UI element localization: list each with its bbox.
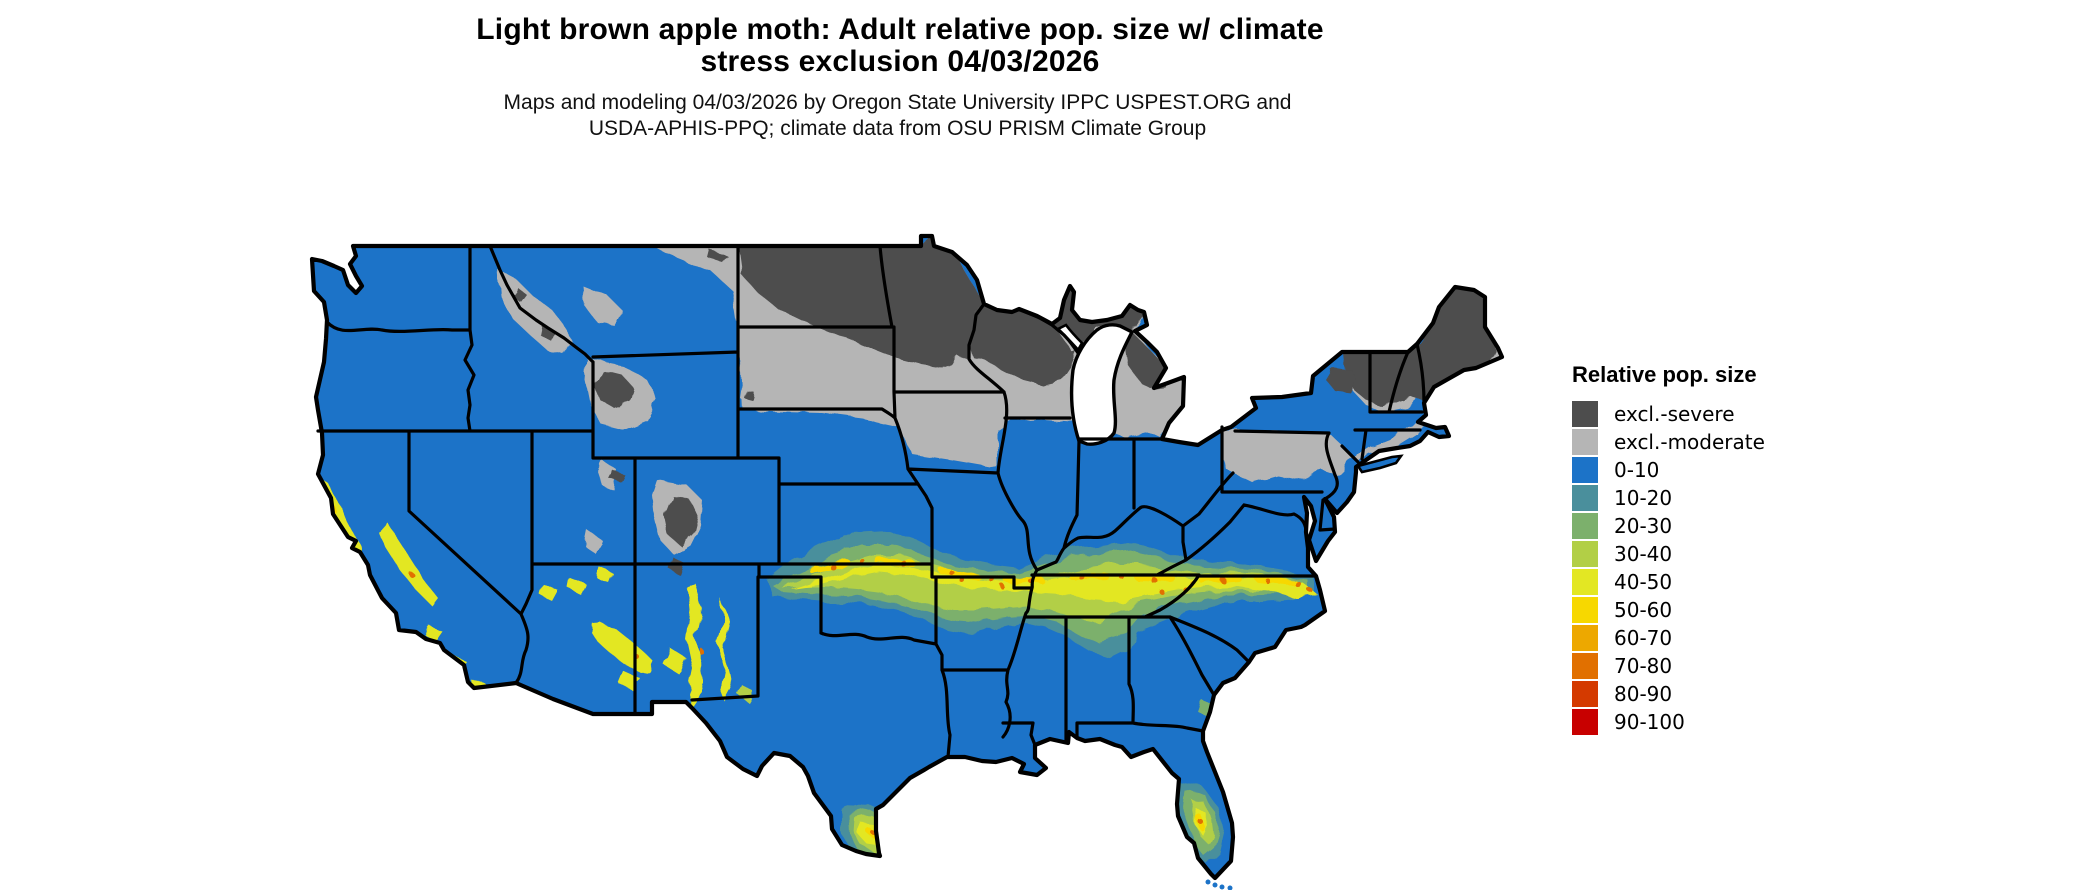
lake-michigan xyxy=(1069,323,1135,446)
legend-row: 60-70 xyxy=(1572,624,1872,652)
legend-row: 80-90 xyxy=(1572,680,1872,708)
florida-keys xyxy=(1205,879,1233,891)
legend-swatch-40-50 xyxy=(1572,569,1598,595)
legend-row: 50-60 xyxy=(1572,596,1872,624)
legend-label: 30-40 xyxy=(1614,542,1673,566)
legend-swatch-70-80 xyxy=(1572,653,1598,679)
legend-label: 60-70 xyxy=(1614,626,1673,650)
map-subtitle-line2: USDA-APHIS-PPQ; climate data from OSU PR… xyxy=(588,117,1207,140)
legend-label: excl.-severe xyxy=(1614,402,1735,426)
legend: Relative pop. size excl.-severe excl.-mo… xyxy=(1572,362,1872,736)
legend-swatch-0-10 xyxy=(1572,457,1598,483)
map-subtitle-line1: Maps and modeling 04/03/2026 by Oregon S… xyxy=(503,91,1292,114)
legend-swatch-20-30 xyxy=(1572,513,1598,539)
legend-swatch-excl-severe xyxy=(1572,401,1598,427)
legend-row: 10-20 xyxy=(1572,484,1872,512)
legend-row: excl.-severe xyxy=(1572,400,1872,428)
legend-label: excl.-moderate xyxy=(1614,430,1765,454)
legend-row: 90-100 xyxy=(1572,708,1872,736)
legend-swatch-excl-moderate xyxy=(1572,429,1598,455)
legend-label: 70-80 xyxy=(1614,654,1673,678)
legend-title: Relative pop. size xyxy=(1572,362,1757,387)
map-title: Light brown apple moth: Adult relative p… xyxy=(0,14,1800,78)
legend-swatch-80-90 xyxy=(1572,681,1598,707)
legend-row: 20-30 xyxy=(1572,512,1872,540)
great-lakes xyxy=(1055,323,1135,446)
legend-swatch-10-20 xyxy=(1572,485,1598,511)
legend-row: 0-10 xyxy=(1572,456,1872,484)
legend-label: 80-90 xyxy=(1614,682,1673,706)
legend-label: 20-30 xyxy=(1614,514,1673,538)
legend-label: 50-60 xyxy=(1614,598,1673,622)
legend-row: 70-80 xyxy=(1572,652,1872,680)
long-island xyxy=(1355,454,1404,474)
legend-row: excl.-moderate xyxy=(1572,428,1872,456)
legend-row: 40-50 xyxy=(1572,568,1872,596)
legend-label: 0-10 xyxy=(1614,458,1660,482)
us-map xyxy=(302,230,1552,891)
legend-swatch-50-60 xyxy=(1572,597,1598,623)
us-map-svg xyxy=(302,230,1552,891)
legend-label: 40-50 xyxy=(1614,570,1673,594)
legend-label: 90-100 xyxy=(1614,710,1685,734)
state-borders xyxy=(316,244,1426,759)
legend-swatch-60-70 xyxy=(1572,625,1598,651)
map-title-line1: Light brown apple moth: Adult relative p… xyxy=(476,13,1324,46)
legend-label: 10-20 xyxy=(1614,486,1673,510)
map-subtitle: Maps and modeling 04/03/2026 by Oregon S… xyxy=(0,90,1795,142)
legend-swatch-30-40 xyxy=(1572,541,1598,567)
map-title-line2: stress exclusion 04/03/2026 xyxy=(700,45,1100,78)
legend-row: 30-40 xyxy=(1572,540,1872,568)
legend-swatch-90-100 xyxy=(1572,709,1598,735)
